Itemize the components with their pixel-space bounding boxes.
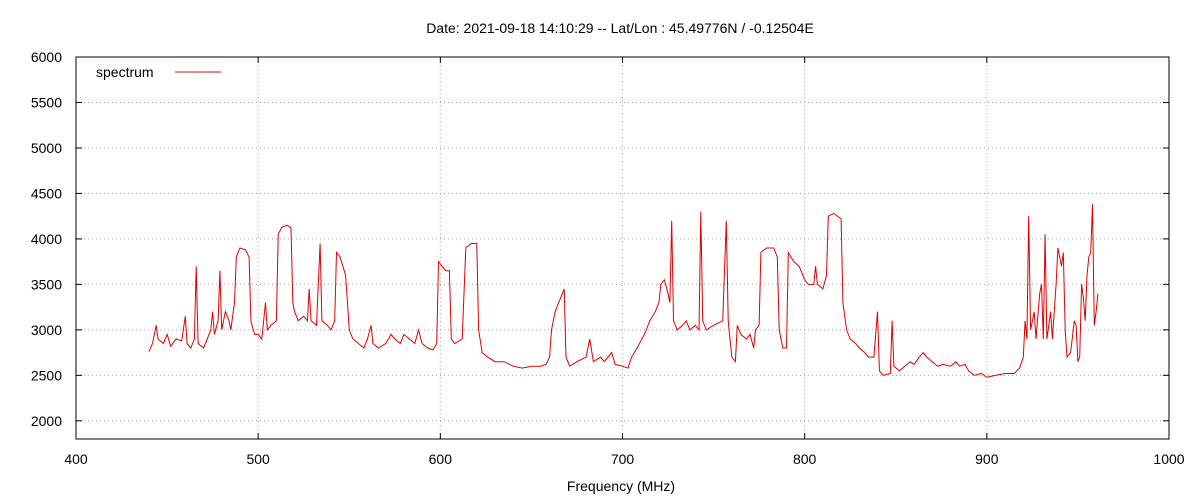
y-tick-label: 2500 bbox=[31, 367, 62, 383]
y-tick-label: 3500 bbox=[31, 276, 62, 292]
x-axis-label: Frequency (MHz) bbox=[567, 478, 675, 494]
spectrum-series-line bbox=[148, 204, 1099, 378]
y-tick-label: 2000 bbox=[31, 413, 62, 429]
y-tick-label: 6000 bbox=[31, 49, 62, 65]
axis-ticks bbox=[75, 56, 1170, 439]
x-tick-label: 800 bbox=[793, 451, 817, 467]
legend-label-spectrum: spectrum bbox=[96, 64, 154, 80]
x-tick-label: 1000 bbox=[1153, 451, 1184, 467]
y-tick-label: 4000 bbox=[31, 231, 62, 247]
x-tick-label: 900 bbox=[975, 451, 999, 467]
y-tick-label: 5000 bbox=[31, 140, 62, 156]
y-tick-label: 5500 bbox=[31, 94, 62, 110]
x-tick-labels: 400 500 600 700 800 900 1000 bbox=[64, 451, 1184, 467]
x-tick-label: 400 bbox=[64, 451, 88, 467]
chart-title: Date: 2021-09-18 14:10:29 -- Lat/Lon : 4… bbox=[426, 20, 814, 36]
y-tick-labels: 2000 2500 3000 3500 4000 4500 5000 5500 6000 bbox=[31, 49, 62, 429]
y-tick-label: 3000 bbox=[31, 322, 62, 338]
x-tick-label: 700 bbox=[611, 451, 635, 467]
y-tick-label: 4500 bbox=[31, 185, 62, 201]
x-tick-label: 500 bbox=[246, 451, 270, 467]
legend: spectrum bbox=[96, 64, 221, 80]
x-tick-label: 600 bbox=[429, 451, 453, 467]
